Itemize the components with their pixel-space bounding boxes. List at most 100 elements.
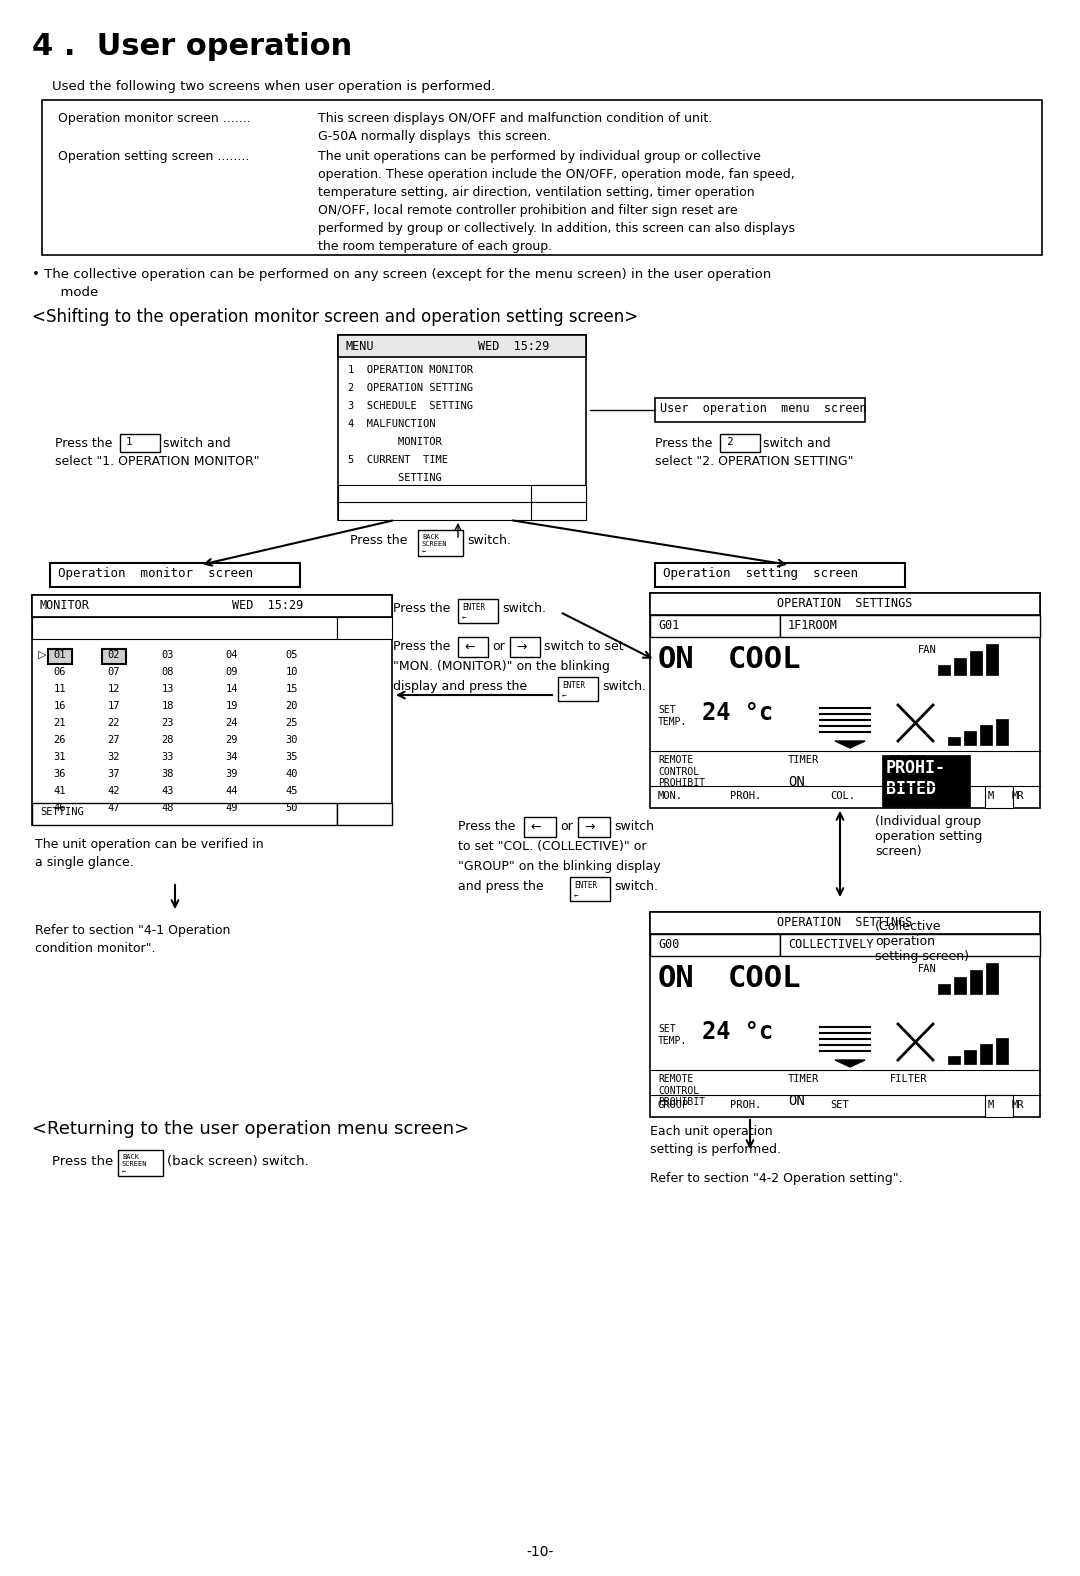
Bar: [964, 1050, 976, 1064]
Text: 35: 35: [286, 752, 298, 763]
Text: REMOTE
CONTROL
PROHIBIT: REMOTE CONTROL PROHIBIT: [658, 755, 705, 788]
Bar: [32, 596, 392, 616]
Text: FAN: FAN: [918, 965, 936, 974]
Text: 29: 29: [226, 734, 239, 745]
Text: Refer to section "4-2 Operation setting".: Refer to section "4-2 Operation setting"…: [650, 1173, 903, 1185]
Text: 04: 04: [226, 649, 239, 660]
Text: GROUP: GROUP: [658, 1100, 689, 1110]
Text: G-50A normally displays  this screen.: G-50A normally displays this screen.: [318, 129, 551, 143]
Bar: [986, 963, 998, 994]
Bar: [954, 659, 966, 675]
Text: switch.: switch.: [602, 679, 646, 693]
Bar: [954, 977, 966, 994]
Bar: [980, 725, 993, 745]
Text: 42: 42: [108, 786, 120, 796]
Bar: [948, 1056, 960, 1064]
Text: TIMER: TIMER: [788, 1073, 820, 1084]
Text: MENU: MENU: [346, 340, 375, 353]
Bar: [780, 615, 1040, 637]
Bar: [650, 935, 780, 957]
Bar: [980, 1043, 993, 1064]
Bar: [458, 637, 488, 657]
Text: 30: 30: [286, 734, 298, 745]
Text: ←: ←: [530, 821, 540, 834]
Text: Press the: Press the: [350, 534, 407, 547]
Bar: [986, 645, 998, 675]
Text: This screen displays ON/OFF and malfunction condition of unit.: This screen displays ON/OFF and malfunct…: [318, 112, 712, 125]
Bar: [970, 969, 982, 994]
Bar: [32, 596, 392, 824]
Text: condition monitor".: condition monitor".: [35, 942, 156, 955]
Bar: [531, 485, 586, 503]
Text: 44: 44: [226, 786, 239, 796]
Text: or: or: [561, 820, 572, 834]
Text: M: M: [988, 791, 995, 801]
Text: COL.: COL.: [831, 791, 855, 801]
Text: SET: SET: [831, 1100, 849, 1110]
Bar: [948, 738, 960, 745]
Text: COOL: COOL: [728, 965, 801, 993]
Text: MONITOR: MONITOR: [40, 599, 90, 611]
Text: 19: 19: [226, 701, 239, 711]
Bar: [939, 665, 950, 675]
Text: 32: 32: [108, 752, 120, 763]
Text: Press the: Press the: [458, 820, 515, 834]
Text: 41: 41: [54, 786, 66, 796]
Bar: [338, 485, 586, 503]
Text: Refer to section "4-1 Operation: Refer to section "4-1 Operation: [35, 924, 230, 938]
Text: OPERATION  SETTINGS: OPERATION SETTINGS: [778, 597, 913, 610]
Bar: [48, 649, 72, 663]
Text: G01: G01: [658, 619, 679, 632]
Text: the room temperature of each group.: the room temperature of each group.: [318, 240, 552, 254]
Bar: [531, 503, 586, 520]
Text: 27: 27: [108, 734, 120, 745]
Text: 49: 49: [226, 804, 239, 813]
Bar: [650, 593, 1040, 808]
Text: MON.: MON.: [658, 791, 683, 801]
Text: ON/OFF, local remote controller prohibition and filter sign reset are: ON/OFF, local remote controller prohibit…: [318, 203, 738, 217]
Text: 28: 28: [162, 734, 174, 745]
Text: 36: 36: [54, 769, 66, 779]
Text: (back screen) switch.: (back screen) switch.: [167, 1155, 309, 1168]
Text: 03: 03: [162, 649, 174, 660]
Bar: [996, 719, 1008, 745]
Bar: [458, 599, 498, 623]
Text: Operation  setting  screen: Operation setting screen: [663, 567, 858, 580]
Text: ENTER
←: ENTER ←: [462, 604, 485, 623]
Text: Press the: Press the: [55, 437, 112, 451]
Text: 31: 31: [54, 752, 66, 763]
Text: 43: 43: [162, 786, 174, 796]
Text: 11: 11: [54, 684, 66, 693]
Text: temperature setting, air direction, ventilation setting, timer operation: temperature setting, air direction, vent…: [318, 186, 755, 199]
Bar: [570, 876, 610, 901]
Text: Each unit operation: Each unit operation: [650, 1125, 772, 1138]
Text: select "2. OPERATION SETTING": select "2. OPERATION SETTING": [654, 455, 853, 468]
Polygon shape: [835, 741, 865, 749]
Text: switch and: switch and: [762, 437, 831, 451]
Text: 13: 13: [162, 684, 174, 693]
Bar: [650, 615, 780, 637]
Text: 4 .  User operation: 4 . User operation: [32, 32, 352, 61]
Text: 06: 06: [54, 667, 66, 678]
Text: MR: MR: [1012, 791, 1025, 801]
Text: performed by group or collectively. In addition, this screen can also displays: performed by group or collectively. In a…: [318, 222, 795, 235]
Text: 24: 24: [226, 719, 239, 728]
Bar: [985, 1095, 1013, 1117]
Text: switch.: switch.: [615, 879, 658, 894]
Bar: [418, 530, 463, 556]
Text: OPERATION  SETTINGS: OPERATION SETTINGS: [778, 916, 913, 928]
Text: switch.: switch.: [502, 602, 546, 615]
Text: →: →: [584, 821, 594, 834]
Text: 18: 18: [162, 701, 174, 711]
Text: ←: ←: [464, 641, 474, 654]
Text: G00: G00: [658, 938, 679, 950]
Text: 02: 02: [108, 649, 120, 660]
Text: MR: MR: [1012, 1100, 1025, 1110]
Text: 1  OPERATION MONITOR: 1 OPERATION MONITOR: [348, 366, 473, 375]
Text: display and press the: display and press the: [393, 679, 527, 693]
Text: 39: 39: [226, 769, 239, 779]
Text: 07: 07: [108, 667, 120, 678]
Text: 20: 20: [286, 701, 298, 711]
Bar: [939, 983, 950, 994]
Text: 38: 38: [162, 769, 174, 779]
